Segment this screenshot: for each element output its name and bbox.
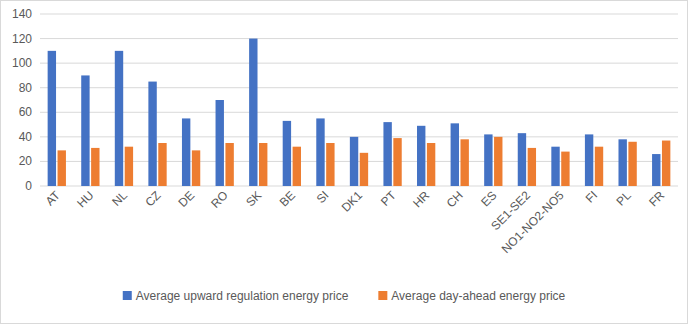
bar [383, 122, 391, 186]
bar [293, 147, 301, 186]
y-tick-label: 120 [12, 32, 32, 46]
bar [115, 51, 123, 186]
legend-label: Average upward regulation energy price [136, 289, 349, 303]
bar [528, 148, 536, 186]
x-tick-label: SI [314, 188, 332, 206]
y-tick-label: 20 [19, 154, 33, 168]
bar [350, 137, 358, 186]
grid-line [40, 161, 678, 162]
x-tick-label: CH [444, 188, 466, 210]
bar [216, 100, 224, 186]
y-tick-label: 80 [19, 81, 33, 95]
bar [451, 123, 459, 186]
grid-line [40, 63, 678, 64]
bar [393, 138, 401, 186]
bar [316, 118, 324, 186]
y-tick-label: 40 [19, 130, 33, 144]
chart: 0 20 40 60 80 100 120 140 AT HU NL CZ DE RO SK BE SI DK1 P… [0, 0, 688, 324]
y-tick-label: 140 [12, 7, 32, 21]
grid-line [40, 87, 678, 88]
bar [417, 126, 425, 186]
x-tick-label: NL [109, 188, 130, 209]
bar [460, 139, 468, 186]
x-tick-label: ES [478, 188, 499, 209]
bar [58, 150, 66, 186]
grid-line [40, 186, 678, 187]
legend-label: Average day-ahead energy price [391, 289, 565, 303]
bars [48, 39, 671, 186]
bar [652, 154, 660, 186]
x-tick-label: CZ [142, 188, 163, 209]
x-tick-label: RO [208, 188, 231, 211]
bar [628, 142, 636, 186]
bar [326, 143, 334, 186]
bar [484, 134, 492, 186]
bar [595, 147, 603, 186]
y-tick-label: 60 [19, 105, 33, 119]
bar [81, 75, 89, 186]
x-tick-label: FR [646, 188, 667, 209]
x-tick-label: FI [583, 188, 600, 205]
bar [249, 39, 257, 186]
bar [125, 147, 133, 186]
bar [518, 133, 526, 186]
x-tick-label: DE [176, 188, 198, 210]
bar [158, 143, 166, 186]
legend-swatch [123, 291, 132, 300]
legend: Average upward regulation energy price Av… [123, 289, 566, 303]
x-tick-label: DK1 [339, 188, 366, 215]
y-tick-label: 0 [25, 179, 32, 193]
x-tick-label: PT [378, 188, 399, 209]
bar [494, 137, 502, 186]
chart-frame [1, 1, 688, 324]
bar [148, 82, 156, 186]
bar [91, 148, 99, 186]
legend-swatch [378, 291, 387, 300]
bar [618, 139, 626, 186]
grid-line [40, 136, 678, 137]
bar [283, 121, 291, 186]
x-tick-label: HR [410, 188, 432, 210]
bar [48, 51, 56, 186]
x-tick-label: BE [277, 188, 298, 209]
grid-line [40, 14, 678, 15]
bar [360, 153, 368, 186]
bar [225, 143, 233, 186]
bar [427, 143, 435, 186]
bar [551, 147, 559, 186]
x-tick-label: AT [43, 188, 64, 209]
bar [182, 118, 190, 186]
x-tick-label: PL [613, 188, 634, 209]
bar [561, 152, 569, 186]
bar [585, 134, 593, 186]
y-tick-label: 100 [12, 56, 32, 70]
grid-line [40, 112, 678, 113]
bar [662, 141, 670, 186]
grid-line [40, 38, 678, 39]
x-tick-label: SK [243, 188, 264, 209]
bar [192, 150, 200, 186]
x-tick-label: HU [74, 188, 96, 210]
bar [259, 143, 267, 186]
x-tick-label: NO1-NO2-NO5 [499, 188, 567, 256]
